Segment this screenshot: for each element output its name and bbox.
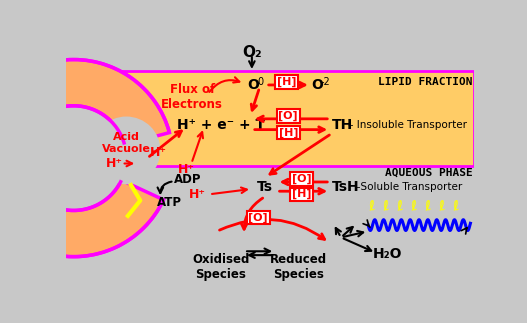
Text: O: O	[247, 78, 259, 92]
Text: Oxidised
Species: Oxidised Species	[192, 253, 250, 281]
Text: [H]: [H]	[279, 128, 298, 138]
Text: Reduced
Species: Reduced Species	[270, 253, 327, 281]
Text: H₂O: H₂O	[373, 247, 402, 261]
Text: -2: -2	[321, 77, 330, 87]
Text: TH: TH	[331, 118, 353, 132]
Text: [H]: [H]	[292, 189, 311, 199]
Text: – Insoluble Transporter: – Insoluble Transporter	[345, 120, 467, 130]
Text: AQUEOUS PHASE: AQUEOUS PHASE	[385, 168, 473, 178]
Text: Acid
Vacuole: Acid Vacuole	[102, 132, 151, 153]
Text: TsH: TsH	[331, 180, 359, 193]
Text: –Soluble Transporter: –Soluble Transporter	[352, 182, 462, 192]
Text: Flux of
Electrons: Flux of Electrons	[161, 83, 223, 111]
Text: ℓ: ℓ	[437, 199, 446, 214]
Text: H⁺ + e⁻ + T: H⁺ + e⁻ + T	[177, 118, 265, 132]
Text: ℓ: ℓ	[368, 199, 376, 214]
Text: H⁺: H⁺	[150, 146, 167, 159]
Text: ADP: ADP	[174, 173, 202, 186]
Text: 0: 0	[257, 77, 264, 87]
Text: [O]: [O]	[278, 110, 298, 121]
Text: Ts: Ts	[257, 180, 273, 193]
Polygon shape	[0, 59, 170, 257]
Text: [O]: [O]	[291, 174, 311, 184]
Text: H⁺: H⁺	[178, 163, 194, 176]
Text: ℓ: ℓ	[382, 199, 391, 214]
Bar	[119, 71, 474, 166]
Text: ℓ: ℓ	[423, 199, 432, 214]
Text: H⁺: H⁺	[189, 188, 206, 201]
Text: ℓ: ℓ	[395, 199, 404, 214]
Text: ℓ: ℓ	[451, 199, 460, 214]
Text: ℓ: ℓ	[409, 199, 418, 214]
Text: ATP: ATP	[158, 196, 182, 209]
Ellipse shape	[92, 117, 160, 184]
Text: [O]: [O]	[248, 212, 268, 223]
Text: LIPID FRACTION: LIPID FRACTION	[378, 77, 473, 87]
Text: O₂: O₂	[242, 45, 262, 60]
Text: [H]: [H]	[277, 77, 297, 87]
Text: H⁺: H⁺	[105, 157, 122, 170]
Text: O: O	[311, 78, 324, 92]
